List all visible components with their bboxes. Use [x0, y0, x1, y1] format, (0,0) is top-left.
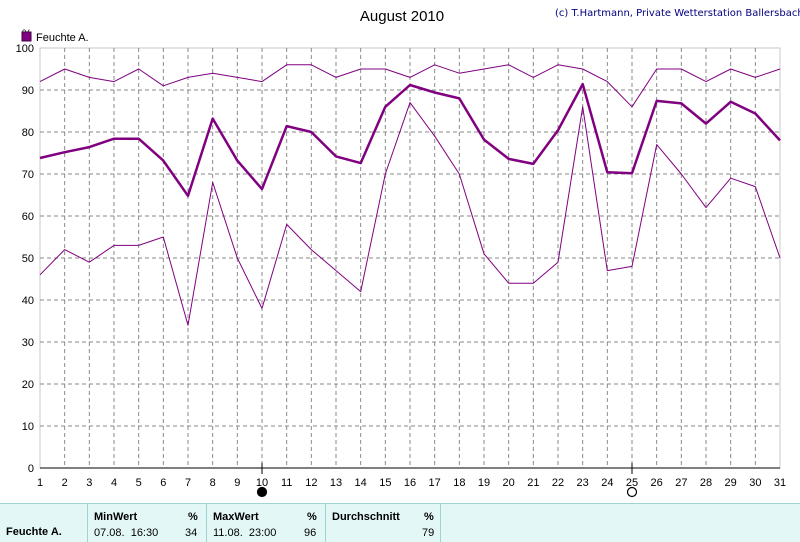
y-tick-label: 60 [22, 211, 34, 223]
stats-avg-cell: Durchschnitt % 79 [326, 504, 441, 542]
stats-label-cell: Feuchte A. [0, 504, 88, 542]
x-tick-label: 31 [774, 477, 786, 489]
series-line-max [39, 64, 781, 108]
x-tick-label: 20 [503, 477, 515, 489]
y-tick-label: 90 [22, 85, 34, 97]
x-tick-label: 18 [453, 477, 465, 489]
max-unit: % [307, 511, 317, 523]
x-tick-label: 17 [429, 477, 441, 489]
x-tick-label: 24 [601, 477, 613, 489]
full-moon-icon [626, 486, 638, 498]
copyright-note: (c) T.Hartmann, Private Wetterstation Ba… [555, 8, 800, 19]
x-tick-label: 12 [305, 477, 317, 489]
x-tick-label: 9 [234, 477, 240, 489]
y-tick-label: 20 [22, 379, 34, 391]
x-axis-ticks: 1 2 3 4 5 6 7 8 9 10 11 12 13 14 15 16 17 18 19 20 21 22 23 24 2… [37, 477, 786, 489]
x-tick-label: 21 [527, 477, 539, 489]
x-tick-label: 23 [577, 477, 589, 489]
stats-min-cell: MinWert % 07.08. 16:30 34 [88, 504, 207, 542]
avg-header: Durchschnitt [332, 511, 400, 523]
new-moon-icon [256, 486, 268, 498]
x-tick-label: 3 [86, 477, 92, 489]
x-tick-label: 19 [478, 477, 490, 489]
max-header: MaxWert [213, 511, 259, 523]
x-tick-label: 7 [185, 477, 191, 489]
legend-label: Feuchte A. [36, 32, 89, 44]
min-value: 34 [185, 527, 198, 539]
stats-row-label: Feuchte A. [6, 526, 62, 538]
moon-phase-markers [256, 463, 638, 498]
x-tick-label: 4 [111, 477, 117, 489]
x-tick-label: 15 [379, 477, 391, 489]
y-tick-label: 100 [16, 43, 34, 55]
series-line-min [39, 102, 781, 326]
avg-unit: % [424, 511, 434, 523]
y-tick-label: 50 [22, 253, 34, 265]
max-value: 96 [304, 527, 317, 539]
x-tick-label: 11 [281, 477, 292, 489]
x-tick-label: 28 [700, 477, 712, 489]
x-tick-label: 30 [749, 477, 761, 489]
y-tick-label: 0 [28, 463, 34, 475]
y-tick-label: 70 [22, 169, 34, 181]
min-unit: % [188, 511, 198, 523]
x-tick-label: 1 [37, 477, 43, 489]
x-tick-label: 26 [651, 477, 663, 489]
legend-swatch [21, 31, 32, 42]
x-tick-label: 29 [725, 477, 737, 489]
humidity-chart: August 2010 (c) T.Hartmann, Private Wett… [16, 8, 800, 498]
min-header: MinWert [94, 511, 138, 523]
chart-title: August 2010 [360, 8, 444, 25]
y-tick-label: 80 [22, 127, 34, 139]
x-tick-label: 16 [404, 477, 416, 489]
y-axis-ticks: 0 10 20 30 40 50 60 70 80 90 100 [16, 43, 34, 475]
x-tick-label: 14 [355, 477, 367, 489]
x-tick-label: 5 [136, 477, 142, 489]
statistics-bar: Feuchte A. MinWert % 07.08. 16:30 34 Max… [0, 503, 800, 542]
y-tick-label: 30 [22, 337, 34, 349]
x-tick-label: 22 [552, 477, 564, 489]
x-tick-label: 6 [160, 477, 166, 489]
data-series [39, 64, 781, 326]
avg-value: 79 [422, 527, 435, 539]
min-datetime: 07.08. 16:30 [94, 527, 159, 539]
x-tick-label: 13 [330, 477, 342, 489]
series-line-average [39, 82, 781, 198]
x-tick-label: 8 [210, 477, 216, 489]
stats-max-cell: MaxWert % 11.08. 23:00 96 [207, 504, 326, 542]
y-tick-label: 40 [22, 295, 34, 307]
x-tick-label: 25 [626, 477, 638, 489]
y-tick-label: 10 [22, 421, 34, 433]
max-datetime: 11.08. 23:00 [213, 527, 277, 539]
x-tick-label: 2 [62, 477, 68, 489]
x-tick-label: 10 [256, 477, 268, 489]
x-tick-label: 27 [675, 477, 687, 489]
